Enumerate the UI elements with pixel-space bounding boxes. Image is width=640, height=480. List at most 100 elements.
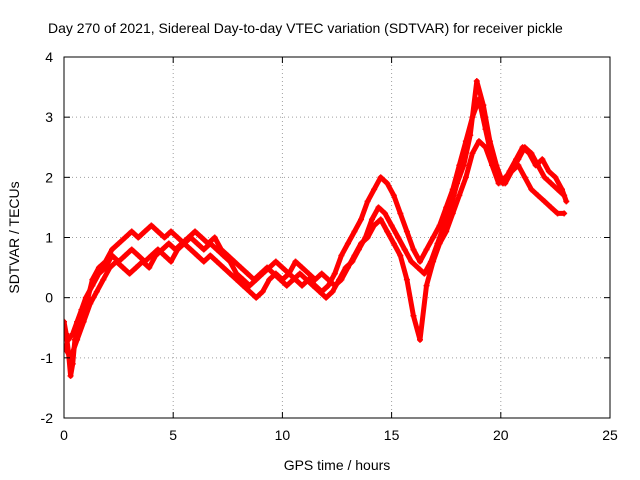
data-point — [133, 264, 140, 271]
data-point — [462, 174, 469, 181]
data-point — [266, 276, 273, 283]
data-point — [292, 258, 299, 265]
data-point — [115, 240, 122, 247]
data-point — [403, 276, 410, 283]
data-point — [285, 270, 292, 277]
data-point — [244, 270, 251, 277]
data-point — [558, 186, 565, 193]
data-point — [513, 156, 520, 163]
y-tick-labels: -2 -1 0 1 2 3 4 — [41, 49, 54, 426]
data-point — [454, 180, 461, 187]
x-tick-labels: 0 5 10 15 20 25 — [60, 427, 618, 443]
data-point — [441, 222, 448, 229]
data-point — [194, 252, 201, 259]
data-point — [135, 234, 142, 241]
data-point — [246, 288, 253, 295]
data-point — [205, 240, 212, 247]
data-point — [325, 276, 332, 283]
data-point — [279, 264, 286, 271]
data-point — [329, 288, 336, 295]
data-point — [226, 270, 233, 277]
data-point — [377, 216, 384, 223]
x-tick-label: 20 — [493, 427, 509, 443]
y-tick-label: 2 — [45, 169, 53, 185]
data-point — [283, 282, 290, 289]
data-point — [416, 336, 423, 343]
data-point — [349, 258, 356, 265]
data-point — [246, 282, 253, 289]
data-point — [119, 264, 126, 271]
data-point — [67, 372, 74, 379]
data-point — [65, 336, 72, 343]
data-point — [194, 240, 201, 247]
data-point — [159, 246, 166, 253]
data-point — [408, 258, 415, 265]
series-layer — [64, 78, 570, 379]
data-point — [251, 276, 258, 283]
data-point — [377, 174, 384, 181]
y-tick-label: 3 — [45, 109, 53, 125]
data-point — [200, 258, 207, 265]
data-point — [299, 264, 306, 271]
data-point — [552, 174, 559, 181]
data-point — [371, 186, 378, 193]
data-point — [168, 228, 175, 235]
data-point — [355, 246, 362, 253]
data-point — [427, 258, 434, 265]
data-point — [401, 246, 408, 253]
data-point — [272, 258, 279, 265]
data-point — [113, 258, 120, 265]
data-point — [257, 270, 264, 277]
data-point — [95, 270, 102, 277]
data-point — [499, 180, 506, 187]
data-point — [259, 288, 266, 295]
data-point — [126, 270, 133, 277]
data-point — [82, 294, 89, 301]
data-point — [447, 204, 454, 211]
data-point — [368, 216, 375, 223]
data-point — [240, 282, 247, 289]
data-point — [563, 198, 570, 205]
data-point — [344, 240, 351, 247]
y-tick-label: -1 — [41, 350, 54, 366]
data-point — [240, 276, 247, 283]
data-point — [165, 240, 172, 247]
data-point — [506, 168, 513, 175]
data-point — [128, 228, 135, 235]
data-point — [80, 318, 87, 325]
data-point — [200, 246, 207, 253]
data-point — [64, 324, 67, 331]
data-point — [95, 264, 102, 271]
data-point — [93, 288, 100, 295]
data-point — [528, 186, 535, 193]
data-point — [69, 330, 76, 337]
data-point — [312, 276, 319, 283]
data-point — [323, 294, 330, 301]
data-point — [397, 252, 404, 259]
data-point — [541, 198, 548, 205]
data-point — [351, 228, 358, 235]
data-point — [336, 276, 343, 283]
data-point — [161, 234, 168, 241]
data-point — [364, 198, 371, 205]
y-tick-label: -2 — [41, 410, 54, 426]
data-point — [231, 258, 238, 265]
data-point — [532, 162, 539, 169]
data-point — [187, 246, 194, 253]
data-point — [154, 228, 161, 235]
chart-title: Day 270 of 2021, Sidereal Day-to-day VTE… — [48, 20, 563, 36]
data-point — [303, 276, 310, 283]
data-point — [168, 258, 175, 265]
data-point — [325, 282, 332, 289]
data-point — [290, 276, 297, 283]
x-tick-label: 5 — [169, 427, 177, 443]
data-point — [358, 216, 365, 223]
data-point — [211, 234, 218, 241]
y-tick-label: 4 — [45, 49, 53, 65]
series-group — [64, 78, 570, 379]
series-line-2 — [64, 138, 567, 343]
data-point — [521, 174, 528, 181]
data-point — [423, 246, 430, 253]
data-point — [493, 162, 500, 169]
data-point — [545, 168, 552, 175]
